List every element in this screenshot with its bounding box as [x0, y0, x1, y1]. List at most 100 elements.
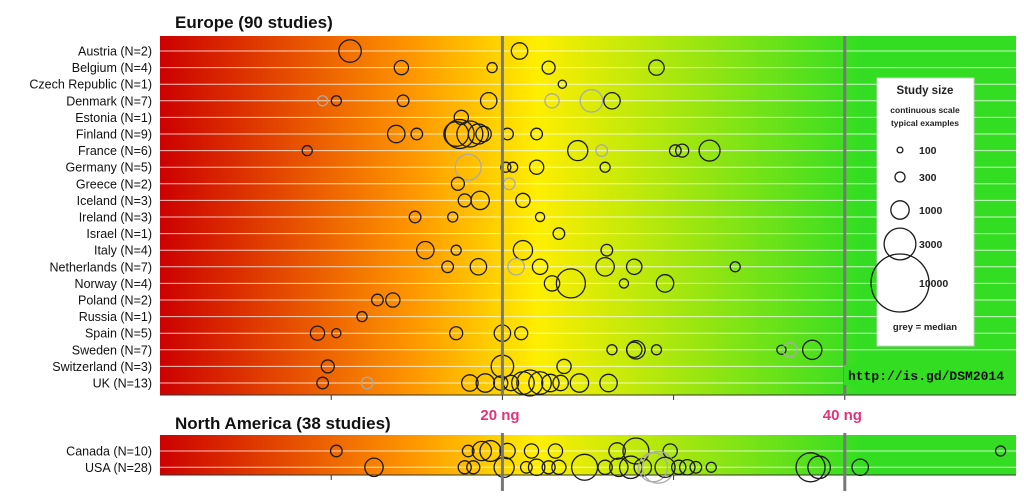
study-point: [650, 344, 663, 356]
country-label: Netherlands (N=7): [50, 260, 152, 274]
study-point: [541, 60, 556, 75]
study-point: [670, 459, 687, 476]
study-point: [534, 211, 546, 223]
panel-title: Europe (90 studies): [175, 13, 333, 32]
study-point: [608, 442, 626, 460]
study-point: [514, 326, 529, 341]
study-point: [506, 161, 519, 173]
study-point: [512, 239, 534, 261]
study-point: [301, 144, 313, 157]
country-label: Iceland (N=3): [77, 194, 152, 208]
study-point: [475, 373, 496, 393]
study-point: [551, 459, 567, 476]
country-label: Israel (N=1): [86, 227, 152, 241]
study-point: [556, 358, 572, 375]
country-label: Poland (N=2): [78, 294, 152, 308]
legend-size-circle: [883, 227, 917, 261]
median-study-point: [360, 376, 374, 390]
study-point: [527, 458, 546, 477]
median-study-point: [454, 153, 482, 181]
legend-title: Study size: [897, 85, 954, 97]
study-point: [595, 256, 615, 277]
study-point: [466, 460, 481, 475]
country-label: Germany (N=5): [66, 161, 152, 175]
study-point: [515, 192, 531, 209]
study-point: [493, 456, 515, 478]
legend-size-circle: [870, 253, 930, 313]
study-point: [309, 325, 326, 341]
study-point: [441, 260, 455, 274]
country-label: Belgium (N=4): [72, 61, 152, 75]
country-label: UK (N=13): [93, 377, 152, 391]
median-study-point: [782, 342, 798, 358]
legend-subtitle: continuous scale: [890, 105, 960, 115]
study-point: [599, 373, 618, 393]
legend-size-label: 10000: [919, 278, 948, 290]
country-label: Italy (N=4): [94, 244, 152, 258]
country-label: Finland (N=9): [76, 128, 152, 142]
study-point: [444, 118, 475, 150]
legend-size-label: 100: [919, 145, 937, 157]
country-label: Norway (N=4): [75, 277, 152, 291]
study-point: [543, 275, 561, 292]
study-point: [541, 460, 556, 475]
study-point: [618, 278, 630, 289]
reference-line-label: 40 ng: [823, 407, 862, 424]
study-point: [599, 161, 611, 173]
study-point: [729, 261, 741, 273]
study-point: [705, 461, 717, 473]
study-point: [654, 456, 676, 478]
legend-size-label: 300: [919, 172, 937, 184]
study-point: [320, 359, 335, 374]
study-point: [531, 258, 549, 276]
study-point: [802, 339, 823, 361]
median-study-point: [544, 93, 560, 109]
study-point: [626, 339, 646, 360]
country-label: USA (N=28): [85, 461, 152, 475]
study-point: [330, 95, 343, 107]
study-point: [500, 161, 512, 173]
url-label-background: [844, 365, 1016, 385]
study-point: [776, 344, 787, 356]
country-label: Spain (N=5): [85, 327, 152, 341]
reference-line-label: 20 ng: [480, 407, 519, 424]
study-point: [450, 176, 466, 191]
study-point: [540, 373, 560, 393]
study-point: [449, 326, 464, 341]
study-point: [567, 139, 589, 162]
study-point: [552, 374, 569, 392]
panel-background: [160, 36, 1016, 395]
median-study-point: [595, 144, 609, 158]
study-point: [597, 459, 613, 476]
study-point: [471, 440, 493, 462]
study-point: [356, 310, 368, 323]
study-point: [552, 227, 566, 241]
study-point: [668, 144, 682, 158]
study-point: [510, 42, 529, 60]
study-point: [416, 240, 435, 260]
study-point: [331, 327, 342, 339]
study-point: [316, 376, 330, 390]
study-point: [807, 455, 832, 480]
study-point: [456, 120, 484, 148]
study-point: [622, 437, 650, 465]
study-point: [569, 373, 590, 393]
study-point: [648, 59, 665, 76]
study-point: [457, 460, 472, 475]
legend-box: [876, 77, 975, 347]
study-point: [994, 445, 1007, 457]
country-label: France (N=6): [78, 144, 152, 158]
url-label: http://is.gd/DSM2014: [848, 369, 1004, 384]
study-point: [447, 211, 459, 223]
study-point: [519, 460, 533, 474]
study-point: [396, 94, 410, 108]
study-point: [461, 444, 475, 458]
study-point: [364, 457, 384, 478]
study-point: [528, 371, 552, 395]
study-point: [633, 457, 653, 477]
country-label: Ireland (N=3): [79, 211, 152, 225]
study-point: [408, 210, 422, 224]
study-point: [338, 39, 362, 63]
study-point: [625, 258, 643, 276]
